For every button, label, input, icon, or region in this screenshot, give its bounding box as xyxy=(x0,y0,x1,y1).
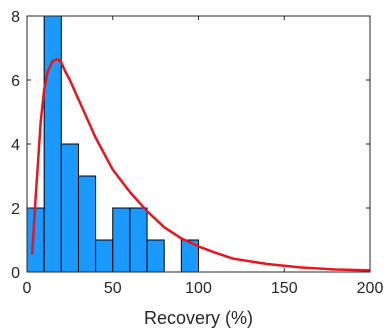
x-tick-label-1: 50 xyxy=(104,280,122,297)
x-tick-label-4: 200 xyxy=(357,280,384,297)
histogram-bar-4 xyxy=(96,240,113,272)
y-tick-label-2: 4 xyxy=(11,137,20,154)
histogram-bar-6 xyxy=(130,208,147,272)
histogram-bar-3 xyxy=(78,176,95,272)
y-tick-label-1: 2 xyxy=(11,201,20,218)
x-tick-label-2: 100 xyxy=(185,280,212,297)
y-tick-label-0: 0 xyxy=(11,265,20,282)
x-axis-title: Recovery (%) xyxy=(144,308,253,328)
y-tick-label-4: 8 xyxy=(11,9,20,26)
histogram-bar-7 xyxy=(147,240,164,272)
y-tick-label-3: 6 xyxy=(11,73,20,90)
histogram-bar-2 xyxy=(61,144,78,272)
x-tick-label-0: 0 xyxy=(23,280,32,297)
histogram-bar-5 xyxy=(113,208,130,272)
histogram-bar-1 xyxy=(44,16,61,272)
x-tick-label-3: 150 xyxy=(271,280,298,297)
